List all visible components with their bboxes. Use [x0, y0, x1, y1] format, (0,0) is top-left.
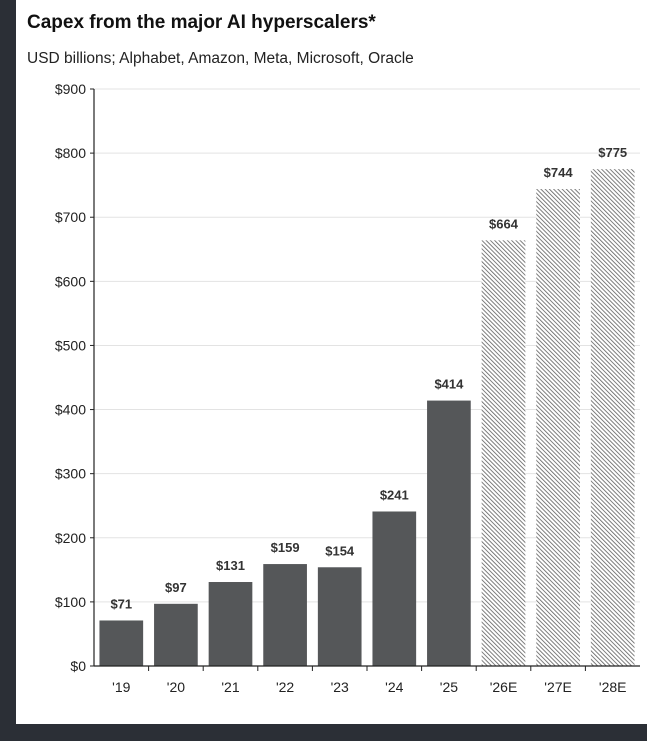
y-tick-label: $100 [55, 594, 86, 610]
y-tick-label: $900 [55, 81, 86, 97]
x-tick-label: '26E [490, 679, 518, 695]
data-label: $71 [110, 596, 132, 611]
data-label: $154 [325, 543, 355, 558]
bar-estimate [536, 189, 580, 666]
data-label: $414 [434, 377, 464, 392]
bar [154, 603, 198, 666]
y-tick-label: $300 [55, 466, 86, 482]
x-tick-label: '20 [167, 679, 185, 695]
chart-card: Capex from the major AI hyperscalers* US… [16, 0, 647, 724]
axes [90, 88, 640, 671]
x-tick-label: '21 [221, 679, 239, 695]
data-label: $775 [598, 145, 627, 160]
bar [372, 511, 417, 666]
data-label: $744 [544, 165, 574, 180]
y-tick-label: $700 [55, 209, 86, 225]
bar [263, 564, 307, 666]
x-tick-label: '23 [331, 679, 349, 695]
bar-estimate [481, 240, 526, 666]
y-tick-label: $600 [55, 273, 86, 289]
data-label: $159 [271, 540, 300, 555]
y-tick-label: $400 [55, 402, 86, 418]
x-tick-label: '27E [544, 679, 572, 695]
x-tick-label: '24 [385, 679, 403, 695]
chart-subtitle: USD billions; Alphabet, Amazon, Meta, Mi… [27, 50, 414, 67]
data-label: $241 [380, 487, 409, 502]
y-tick-label: $800 [55, 145, 86, 161]
data-label: $97 [165, 580, 187, 595]
x-tick-label: '25 [440, 679, 458, 695]
y-tick-label: $500 [55, 337, 86, 353]
data-label: $131 [216, 558, 245, 573]
x-tick-label: '28E [599, 679, 627, 695]
bar [99, 620, 144, 666]
bar [427, 400, 471, 666]
bar [208, 582, 253, 666]
y-tick-label: $0 [70, 658, 86, 674]
data-label: $664 [489, 216, 519, 231]
y-tick-label: $200 [55, 530, 86, 546]
bars [99, 169, 635, 666]
bar-chart: $0 $100 $200 $300 $400 $500 $600 $700 $800 $900 $7… [55, 81, 640, 695]
x-tick-label: '22 [276, 679, 294, 695]
x-tick-label: '19 [112, 679, 130, 695]
bar [317, 567, 362, 666]
chart-title: Capex from the major AI hyperscalers* [27, 12, 376, 33]
bar-estimate [590, 169, 635, 666]
labels: $0 $100 $200 $300 $400 $500 $600 $700 $800 $900 $7… [55, 81, 627, 695]
